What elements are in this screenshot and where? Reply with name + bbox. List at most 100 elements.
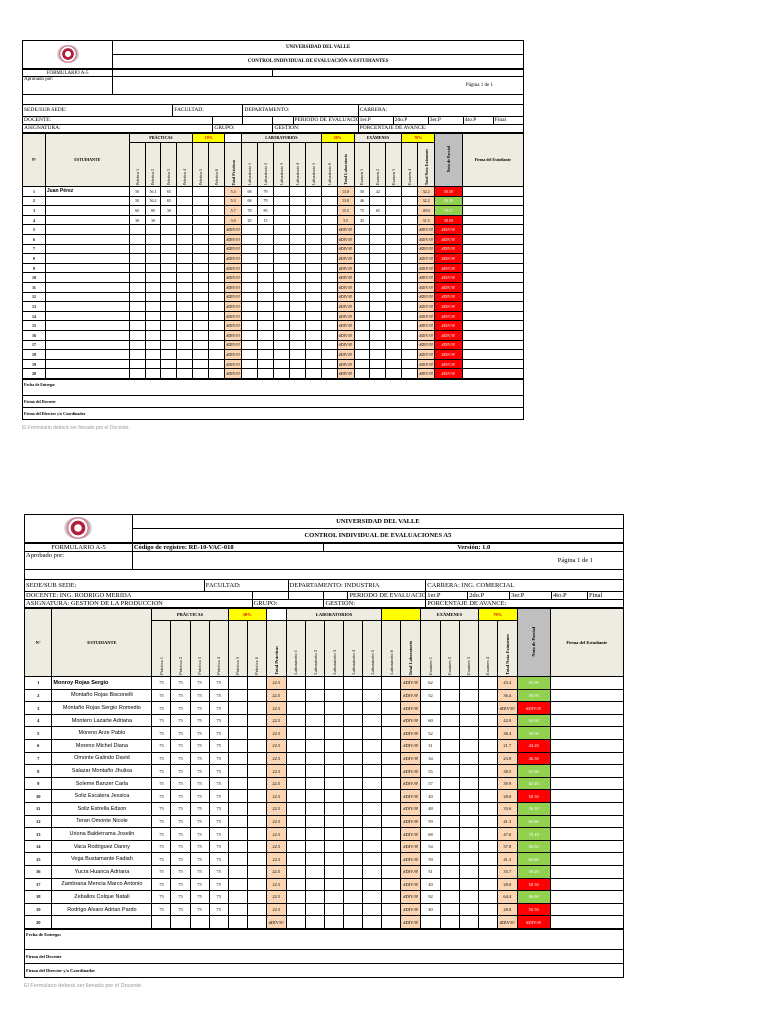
practica-2-cell[interactable]: 75	[170, 852, 191, 866]
practica-1-cell[interactable]: 75	[151, 776, 172, 791]
examen-1-cell[interactable]	[353, 368, 371, 379]
laboratorio-1-cell[interactable]	[285, 776, 306, 791]
practica-5-cell[interactable]	[227, 764, 248, 778]
practica-6-cell[interactable]	[246, 688, 267, 703]
laboratorio-6-cell[interactable]	[320, 253, 338, 264]
practica-1-cell[interactable]: 75	[151, 713, 172, 728]
examen-1-cell[interactable]: 50	[353, 186, 371, 197]
practica-4-cell[interactable]	[176, 195, 194, 207]
practica-5-cell[interactable]	[227, 890, 248, 904]
examen-2-cell[interactable]	[369, 291, 387, 303]
practica-4-cell[interactable]	[176, 224, 194, 236]
practica-4-cell[interactable]: 75	[208, 827, 229, 841]
examen-1-cell[interactable]: 62	[420, 676, 441, 690]
firma-estudiante-cell[interactable]	[461, 224, 525, 236]
laboratorio-4-cell[interactable]	[288, 358, 306, 370]
examen-1-cell[interactable]	[353, 320, 371, 331]
laboratorio-5-cell[interactable]	[362, 676, 383, 690]
examen-1-cell[interactable]: 45	[353, 214, 371, 226]
practica-6-cell[interactable]	[246, 814, 267, 829]
examen-4-cell[interactable]	[477, 713, 498, 728]
practica-1-cell[interactable]	[128, 272, 146, 284]
laboratorio-6-cell[interactable]	[381, 776, 402, 791]
period-2do[interactable]: 2do.P	[392, 115, 429, 125]
laboratorio-6-cell[interactable]	[320, 320, 338, 331]
laboratorio-1-cell[interactable]	[285, 814, 306, 829]
examen-1-cell[interactable]	[353, 349, 371, 360]
practica-2-cell[interactable]: 75	[170, 902, 191, 917]
laboratorio-2-cell[interactable]	[256, 262, 274, 274]
examen-2-cell[interactable]	[439, 814, 460, 829]
laboratorio-2-cell[interactable]	[304, 915, 326, 929]
laboratorio-4-cell[interactable]	[343, 789, 364, 804]
practica-5-cell[interactable]	[192, 368, 210, 379]
student-name-cell[interactable]	[44, 234, 130, 245]
practica-6-cell[interactable]	[246, 776, 267, 791]
practica-4-cell[interactable]: 75	[208, 776, 229, 791]
practica-6-cell[interactable]	[246, 676, 267, 690]
student-name-cell[interactable]: Teran Omonte Nicole	[51, 814, 153, 829]
laboratorio-3-cell[interactable]	[272, 368, 290, 379]
laboratorio-5-cell[interactable]	[362, 701, 383, 715]
laboratorio-3-cell[interactable]	[272, 272, 290, 284]
practica-2-cell[interactable]: 75	[170, 688, 191, 703]
fecha-entrega-field[interactable]: Fecha de Entrega:	[22, 378, 524, 396]
student-name-cell[interactable]	[44, 224, 130, 236]
laboratorio-6-cell[interactable]	[381, 802, 402, 816]
examen-2-cell[interactable]	[369, 368, 387, 379]
practica-4-cell[interactable]: 75	[208, 902, 229, 917]
laboratorio-5-cell[interactable]	[362, 713, 383, 728]
laboratorio-3-cell[interactable]	[272, 310, 290, 322]
laboratorio-4-cell[interactable]	[288, 368, 306, 379]
laboratorio-4-cell[interactable]	[343, 751, 364, 766]
practica-6-cell[interactable]	[208, 224, 226, 236]
period-2do[interactable]: 2do.P	[467, 590, 511, 600]
examen-4-cell[interactable]	[401, 214, 419, 226]
laboratorio-1-cell[interactable]	[241, 243, 258, 255]
laboratorio-6-cell[interactable]	[320, 349, 338, 360]
laboratorio-2-cell[interactable]	[304, 890, 326, 904]
practica-6-cell[interactable]	[208, 358, 226, 370]
laboratorio-2-cell[interactable]	[304, 827, 326, 841]
docente-field[interactable]: DOCENTE: ING. RODRIGO MERIDA	[24, 590, 253, 600]
laboratorio-4-cell[interactable]	[343, 701, 364, 715]
firma-estudiante-cell[interactable]	[549, 890, 625, 904]
period-3er[interactable]: 3er.P	[509, 590, 553, 600]
examen-3-cell[interactable]	[458, 739, 479, 753]
firma-estudiante-cell[interactable]	[549, 676, 625, 690]
practica-1-cell[interactable]: 75	[151, 865, 172, 879]
firma-estudiante-cell[interactable]	[461, 186, 525, 197]
practica-6-cell[interactable]	[246, 764, 267, 778]
docente-field[interactable]: DOCENTE:	[21, 115, 214, 125]
firma-estudiante-cell[interactable]	[549, 751, 625, 766]
laboratorio-2-cell[interactable]	[304, 764, 326, 778]
practica-2-cell[interactable]	[144, 224, 162, 236]
sede-field[interactable]: SEDE/SUB SEDE:	[24, 578, 205, 592]
examen-2-cell[interactable]	[369, 234, 387, 245]
practica-3-cell[interactable]: 75	[189, 839, 210, 854]
examen-1-cell[interactable]	[353, 310, 371, 322]
laboratorio-6-cell[interactable]	[381, 701, 402, 715]
student-name-cell[interactable]	[44, 272, 130, 284]
laboratorio-5-cell[interactable]	[304, 262, 322, 274]
practica-4-cell[interactable]: 75	[208, 890, 229, 904]
practica-2-cell[interactable]: 75	[170, 814, 191, 829]
laboratorio-4-cell[interactable]	[343, 877, 364, 892]
laboratorio-5-cell[interactable]	[362, 789, 383, 804]
practica-4-cell[interactable]	[176, 234, 194, 245]
practica-1-cell[interactable]: 75	[151, 676, 172, 690]
laboratorio-6-cell[interactable]	[320, 224, 338, 236]
student-name-cell[interactable]: Zambrana Mencia Marco Antonio	[51, 877, 153, 892]
examen-3-cell[interactable]	[385, 349, 403, 360]
practica-6-cell[interactable]	[246, 726, 267, 741]
laboratorio-3-cell[interactable]	[324, 776, 345, 791]
practica-5-cell[interactable]	[227, 915, 248, 929]
laboratorio-5-cell[interactable]	[362, 764, 383, 778]
practica-1-cell[interactable]	[128, 282, 146, 293]
laboratorio-4-cell[interactable]	[343, 713, 364, 728]
practica-6-cell[interactable]	[208, 272, 226, 284]
practica-5-cell[interactable]	[192, 224, 210, 236]
firma-estudiante-cell[interactable]	[461, 262, 525, 274]
examen-2-cell[interactable]	[369, 243, 387, 255]
practica-2-cell[interactable]	[144, 320, 162, 331]
